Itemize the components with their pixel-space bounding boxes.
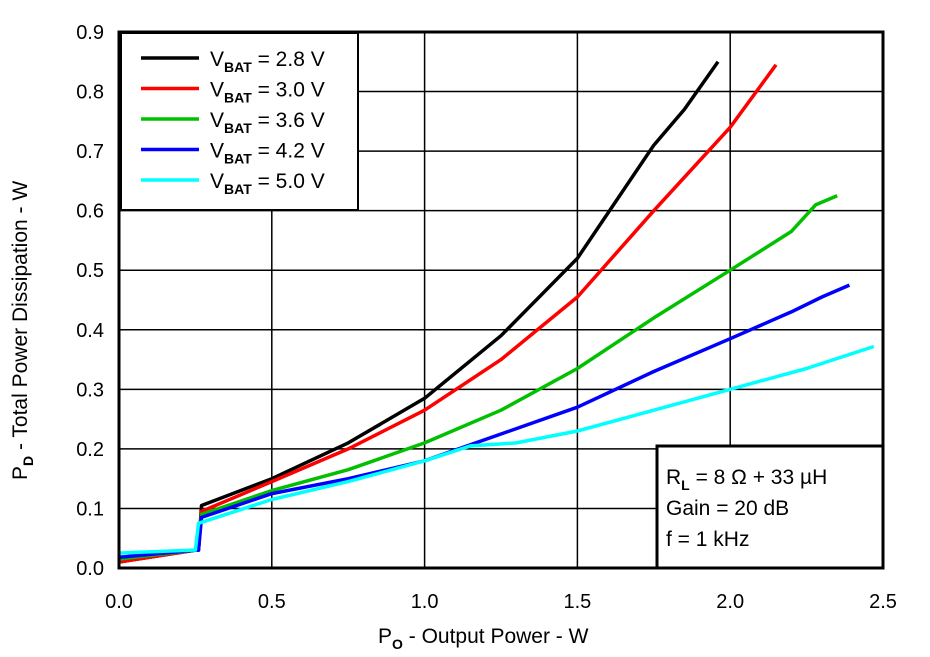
conditions-box: RL = 8 Ω + 33 µH Gain = 20 dB f = 1 kHz <box>655 444 885 570</box>
y-tick-label: 0.0 <box>76 558 104 580</box>
series-line-4 <box>118 344 875 555</box>
y-tick-label: 0.3 <box>76 379 104 401</box>
y-axis-label: PD - Total Power Dissipation - W <box>9 181 36 480</box>
legend-label-2: VBAT = 3.6 V <box>210 109 325 136</box>
y-tick-label: 0.5 <box>76 260 104 282</box>
x-axis-label: PO - Output Power - W <box>378 625 589 652</box>
series-lines <box>118 60 875 564</box>
legend: VBAT = 2.8 V VBAT = 3.0 V VBAT = 3.6 V VBAT… <box>120 32 359 211</box>
y-tick-label: 0.1 <box>76 498 104 520</box>
legend-label-3: VBAT = 4.2 V <box>210 140 325 167</box>
y-tick-label: 0.2 <box>76 439 104 461</box>
x-tick-label: 2.0 <box>716 591 744 613</box>
plot-frame <box>117 30 885 570</box>
annotation-gain: Gain = 20 dB <box>666 497 789 520</box>
y-tick-label: 0.6 <box>76 201 104 223</box>
x-tick-label: 0.5 <box>258 591 286 613</box>
y-tick-label: 0.7 <box>76 141 104 163</box>
annotation-frequency: f = 1 kHz <box>666 528 749 551</box>
tick-labels: 0.0 0.5 1.0 1.5 2.0 2.5 0.0 0.1 0.2 0.3 0.4 0.5 0.6 0… <box>76 22 897 613</box>
x-tick-label: 0.0 <box>105 591 133 613</box>
x-tick-label: 1.5 <box>563 591 591 613</box>
annotation-load: RL = 8 Ω + 33 µH <box>666 466 827 493</box>
x-tick-label: 2.5 <box>869 591 897 613</box>
legend-label-1: VBAT = 3.0 V <box>210 79 325 106</box>
y-tick-label: 0.4 <box>76 320 104 342</box>
legend-label-4: VBAT = 5.0 V <box>210 170 325 197</box>
legend-label-0: VBAT = 2.8 V <box>210 48 325 75</box>
y-tick-label: 0.8 <box>76 82 104 104</box>
x-tick-label: 1.0 <box>411 591 439 613</box>
y-tick-label: 0.9 <box>76 22 104 44</box>
